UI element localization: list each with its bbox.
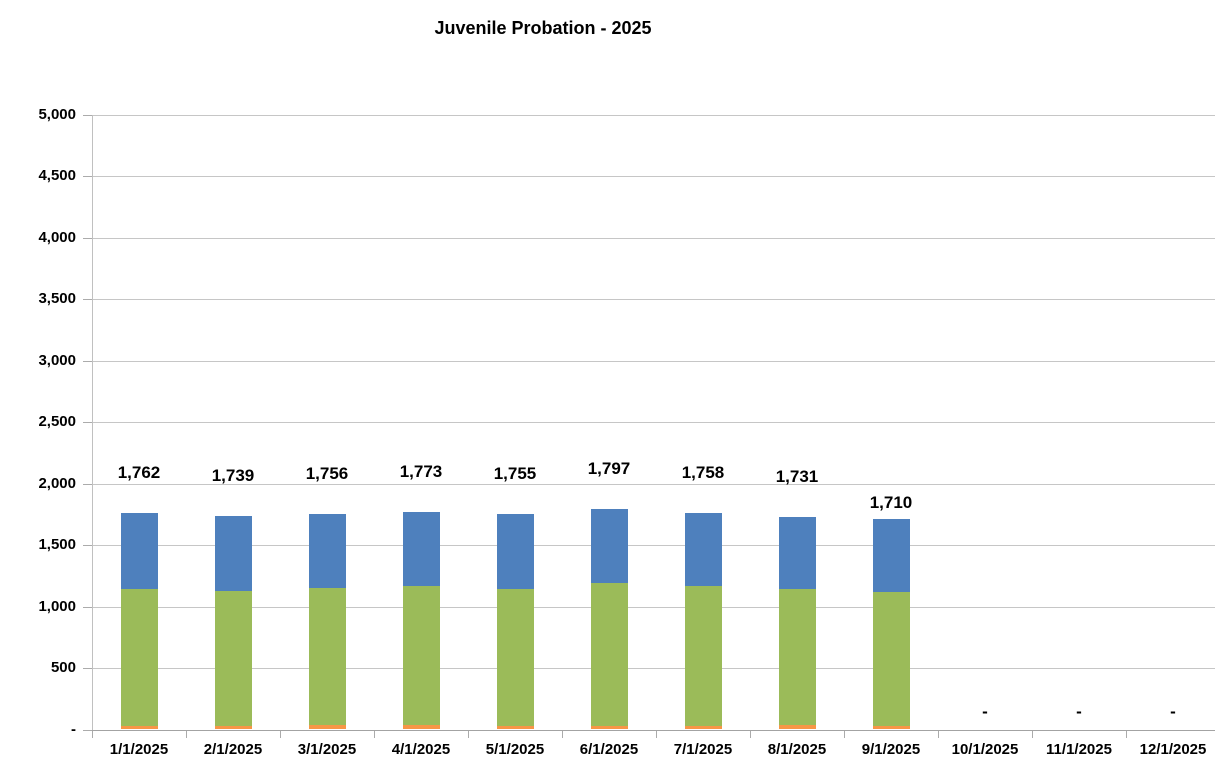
bar-total-label: -	[1170, 702, 1176, 721]
x-tick-label: 5/1/2025	[485, 741, 545, 758]
x-axis-tick	[186, 730, 187, 738]
gridline	[92, 360, 1215, 362]
x-tick-label: 1/1/2025	[109, 741, 169, 758]
x-axis-tick	[656, 730, 657, 738]
x-axis-tick	[562, 730, 563, 738]
gridline	[92, 545, 1215, 547]
bar-total-label: 1,755	[493, 463, 537, 483]
x-tick-label: 3/1/2025	[297, 741, 357, 758]
x-axis-tick	[1032, 730, 1033, 738]
gridline	[92, 668, 1215, 670]
bar-segment-orange-segment	[590, 725, 628, 730]
x-axis-tick	[92, 730, 93, 738]
y-axis-tick	[83, 237, 92, 239]
bar-total-label: 1,797	[587, 458, 631, 478]
gridline	[92, 483, 1215, 485]
x-axis-tick	[374, 730, 375, 738]
y-tick-label: 2,500	[38, 413, 76, 431]
bar-segment-orange-segment	[684, 725, 722, 730]
y-axis-tick	[83, 299, 92, 301]
bar-total-label: 1,739	[211, 465, 255, 485]
y-axis-tick	[83, 606, 92, 608]
y-axis-tick	[83, 483, 92, 485]
bar-total-label: -	[1076, 702, 1082, 721]
bar-segment-green-segment	[872, 591, 910, 726]
bar-total-label: 1,731	[775, 466, 819, 486]
bar-segment-orange-segment	[778, 725, 816, 730]
bar-segment-orange-segment	[214, 725, 252, 730]
x-tick-label: 6/1/2025	[579, 741, 639, 758]
y-axis-tick	[83, 422, 92, 424]
bar-segment-green-segment	[214, 591, 252, 726]
y-axis-tick	[83, 115, 92, 116]
bar-segment-orange-segment	[308, 725, 346, 730]
bar-segment-orange-segment	[872, 725, 910, 730]
y-tick-label: 500	[50, 659, 76, 677]
bar-segment-blue-segment	[496, 513, 534, 589]
x-axis-tick	[750, 730, 751, 738]
bar-segment-green-segment	[590, 583, 628, 726]
y-tick-label: 3,000	[38, 351, 76, 369]
gridline	[92, 422, 1215, 424]
y-axis-line	[92, 115, 93, 737]
x-tick-label: 4/1/2025	[391, 741, 451, 758]
bar-segment-green-segment	[684, 586, 722, 726]
y-tick-label: -	[71, 720, 76, 738]
bar-total-label: 1,710	[869, 493, 913, 513]
x-axis-tick	[938, 730, 939, 738]
y-axis-tick	[83, 545, 92, 547]
bar-segment-blue-segment	[120, 512, 158, 590]
y-tick-label: 3,500	[38, 290, 76, 308]
y-tick-label: 4,500	[38, 167, 76, 185]
gridline	[92, 176, 1215, 178]
x-tick-label: 11/1/2025	[1046, 741, 1112, 758]
y-tick-label: 4,000	[38, 228, 76, 246]
bar-segment-orange-segment	[120, 725, 158, 730]
bar-segment-blue-segment	[872, 519, 910, 592]
gridline	[92, 606, 1215, 608]
x-tick-label: 2/1/2025	[203, 741, 263, 758]
x-tick-label: 9/1/2025	[861, 741, 921, 758]
gridline	[92, 115, 1215, 116]
bar-segment-green-segment	[402, 586, 440, 726]
bar-segment-blue-segment	[684, 513, 722, 587]
y-axis-tick	[83, 360, 92, 362]
x-tick-label: 12/1/2025	[1139, 741, 1207, 758]
x-tick-label: 10/1/2025	[951, 741, 1019, 758]
x-axis-tick	[280, 730, 281, 738]
x-tick-label: 7/1/2025	[673, 741, 733, 758]
bar-total-label: -	[982, 702, 988, 721]
y-tick-label: 1,000	[38, 597, 76, 615]
x-axis-tick	[1126, 730, 1127, 738]
y-axis-tick	[83, 668, 92, 670]
y-tick-label: 1,500	[38, 536, 76, 554]
bar-total-label: 1,773	[399, 461, 443, 481]
x-axis-tick	[844, 730, 845, 738]
bar-segment-blue-segment	[590, 508, 628, 584]
y-tick-label: 5,000	[38, 106, 76, 123]
bar-segment-green-segment	[778, 589, 816, 726]
bar-segment-green-segment	[308, 588, 346, 726]
bar-segment-blue-segment	[214, 515, 252, 592]
y-tick-label: 2,000	[38, 474, 76, 492]
y-axis-tick	[83, 729, 92, 731]
bar-total-label: 1,758	[681, 463, 725, 483]
x-axis-line	[92, 729, 1215, 731]
bar-segment-blue-segment	[778, 516, 816, 590]
chart-title: Juvenile Probation - 2025	[434, 18, 652, 38]
x-tick-label: 8/1/2025	[767, 741, 827, 758]
bar-segment-green-segment	[496, 588, 534, 726]
bar-segment-orange-segment	[402, 725, 440, 730]
gridline	[92, 299, 1215, 301]
x-axis-tick	[468, 730, 469, 738]
gridline	[92, 237, 1215, 239]
bar-total-label: 1,756	[305, 463, 349, 483]
bar-segment-green-segment	[120, 589, 158, 726]
bar-total-label: 1,762	[117, 462, 161, 482]
y-axis-tick	[83, 176, 92, 178]
bar-segment-blue-segment	[308, 513, 346, 589]
bar-segment-blue-segment	[402, 511, 440, 587]
bar-segment-orange-segment	[496, 725, 534, 730]
